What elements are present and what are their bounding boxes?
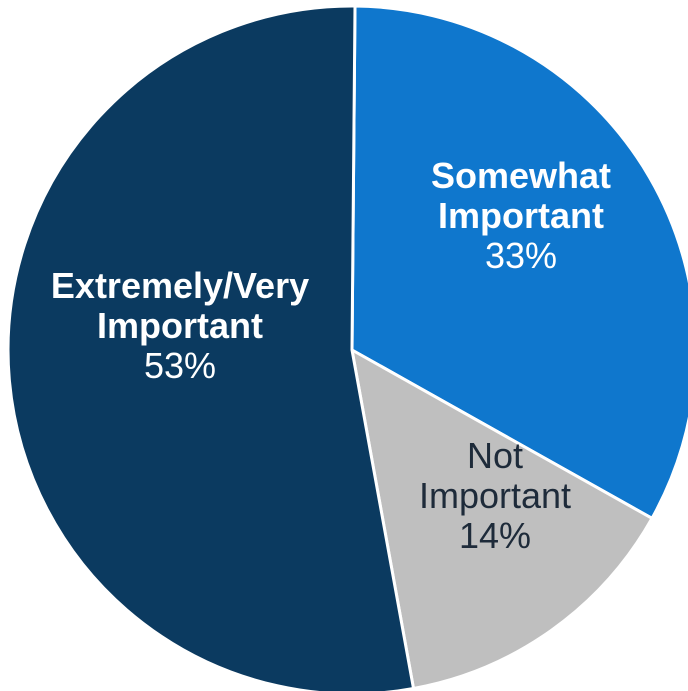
slice-value-label: 14% — [459, 515, 531, 556]
pie-slice-2 — [6, 4, 416, 691]
pie-slices — [6, 4, 688, 691]
slice-name-line: Extremely/Very — [51, 265, 309, 306]
pie-slice-1 — [349, 347, 655, 691]
pie-labels: Somewhat Important 33%Not Important 14%Extre… — [51, 155, 611, 556]
slice-name-line: Important — [438, 195, 604, 236]
slice-label-0: Somewhat Important 33% — [431, 155, 611, 276]
slice-name-line: Somewhat — [431, 155, 611, 196]
slice-name-line: Important — [419, 475, 571, 516]
slice-name-line: Important — [97, 305, 263, 346]
slice-value-label: 53% — [144, 345, 216, 386]
pie-slice-0 — [350, 4, 688, 521]
slice-value-label: 33% — [485, 235, 557, 276]
slice-label-2: Extremely/Very Important 53% — [51, 265, 309, 386]
slice-name-line: Not — [467, 435, 523, 476]
slice-label-1: Not Important 14% — [419, 435, 571, 556]
